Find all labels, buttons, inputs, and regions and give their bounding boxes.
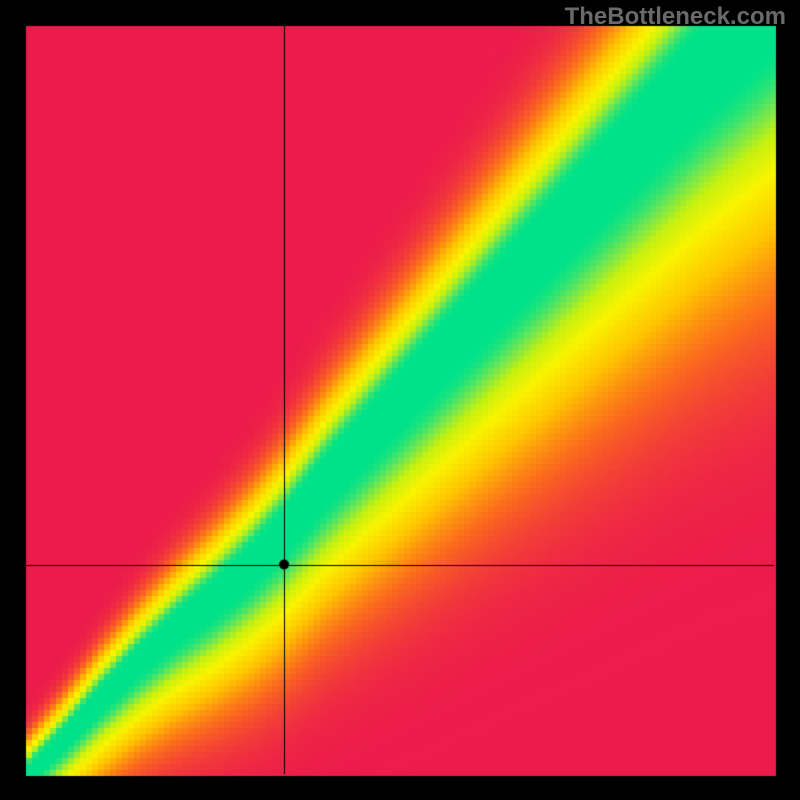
bottleneck-heatmap xyxy=(0,0,800,800)
watermark-text: TheBottleneck.com xyxy=(565,3,786,31)
figure-container: TheBottleneck.com xyxy=(0,0,800,800)
